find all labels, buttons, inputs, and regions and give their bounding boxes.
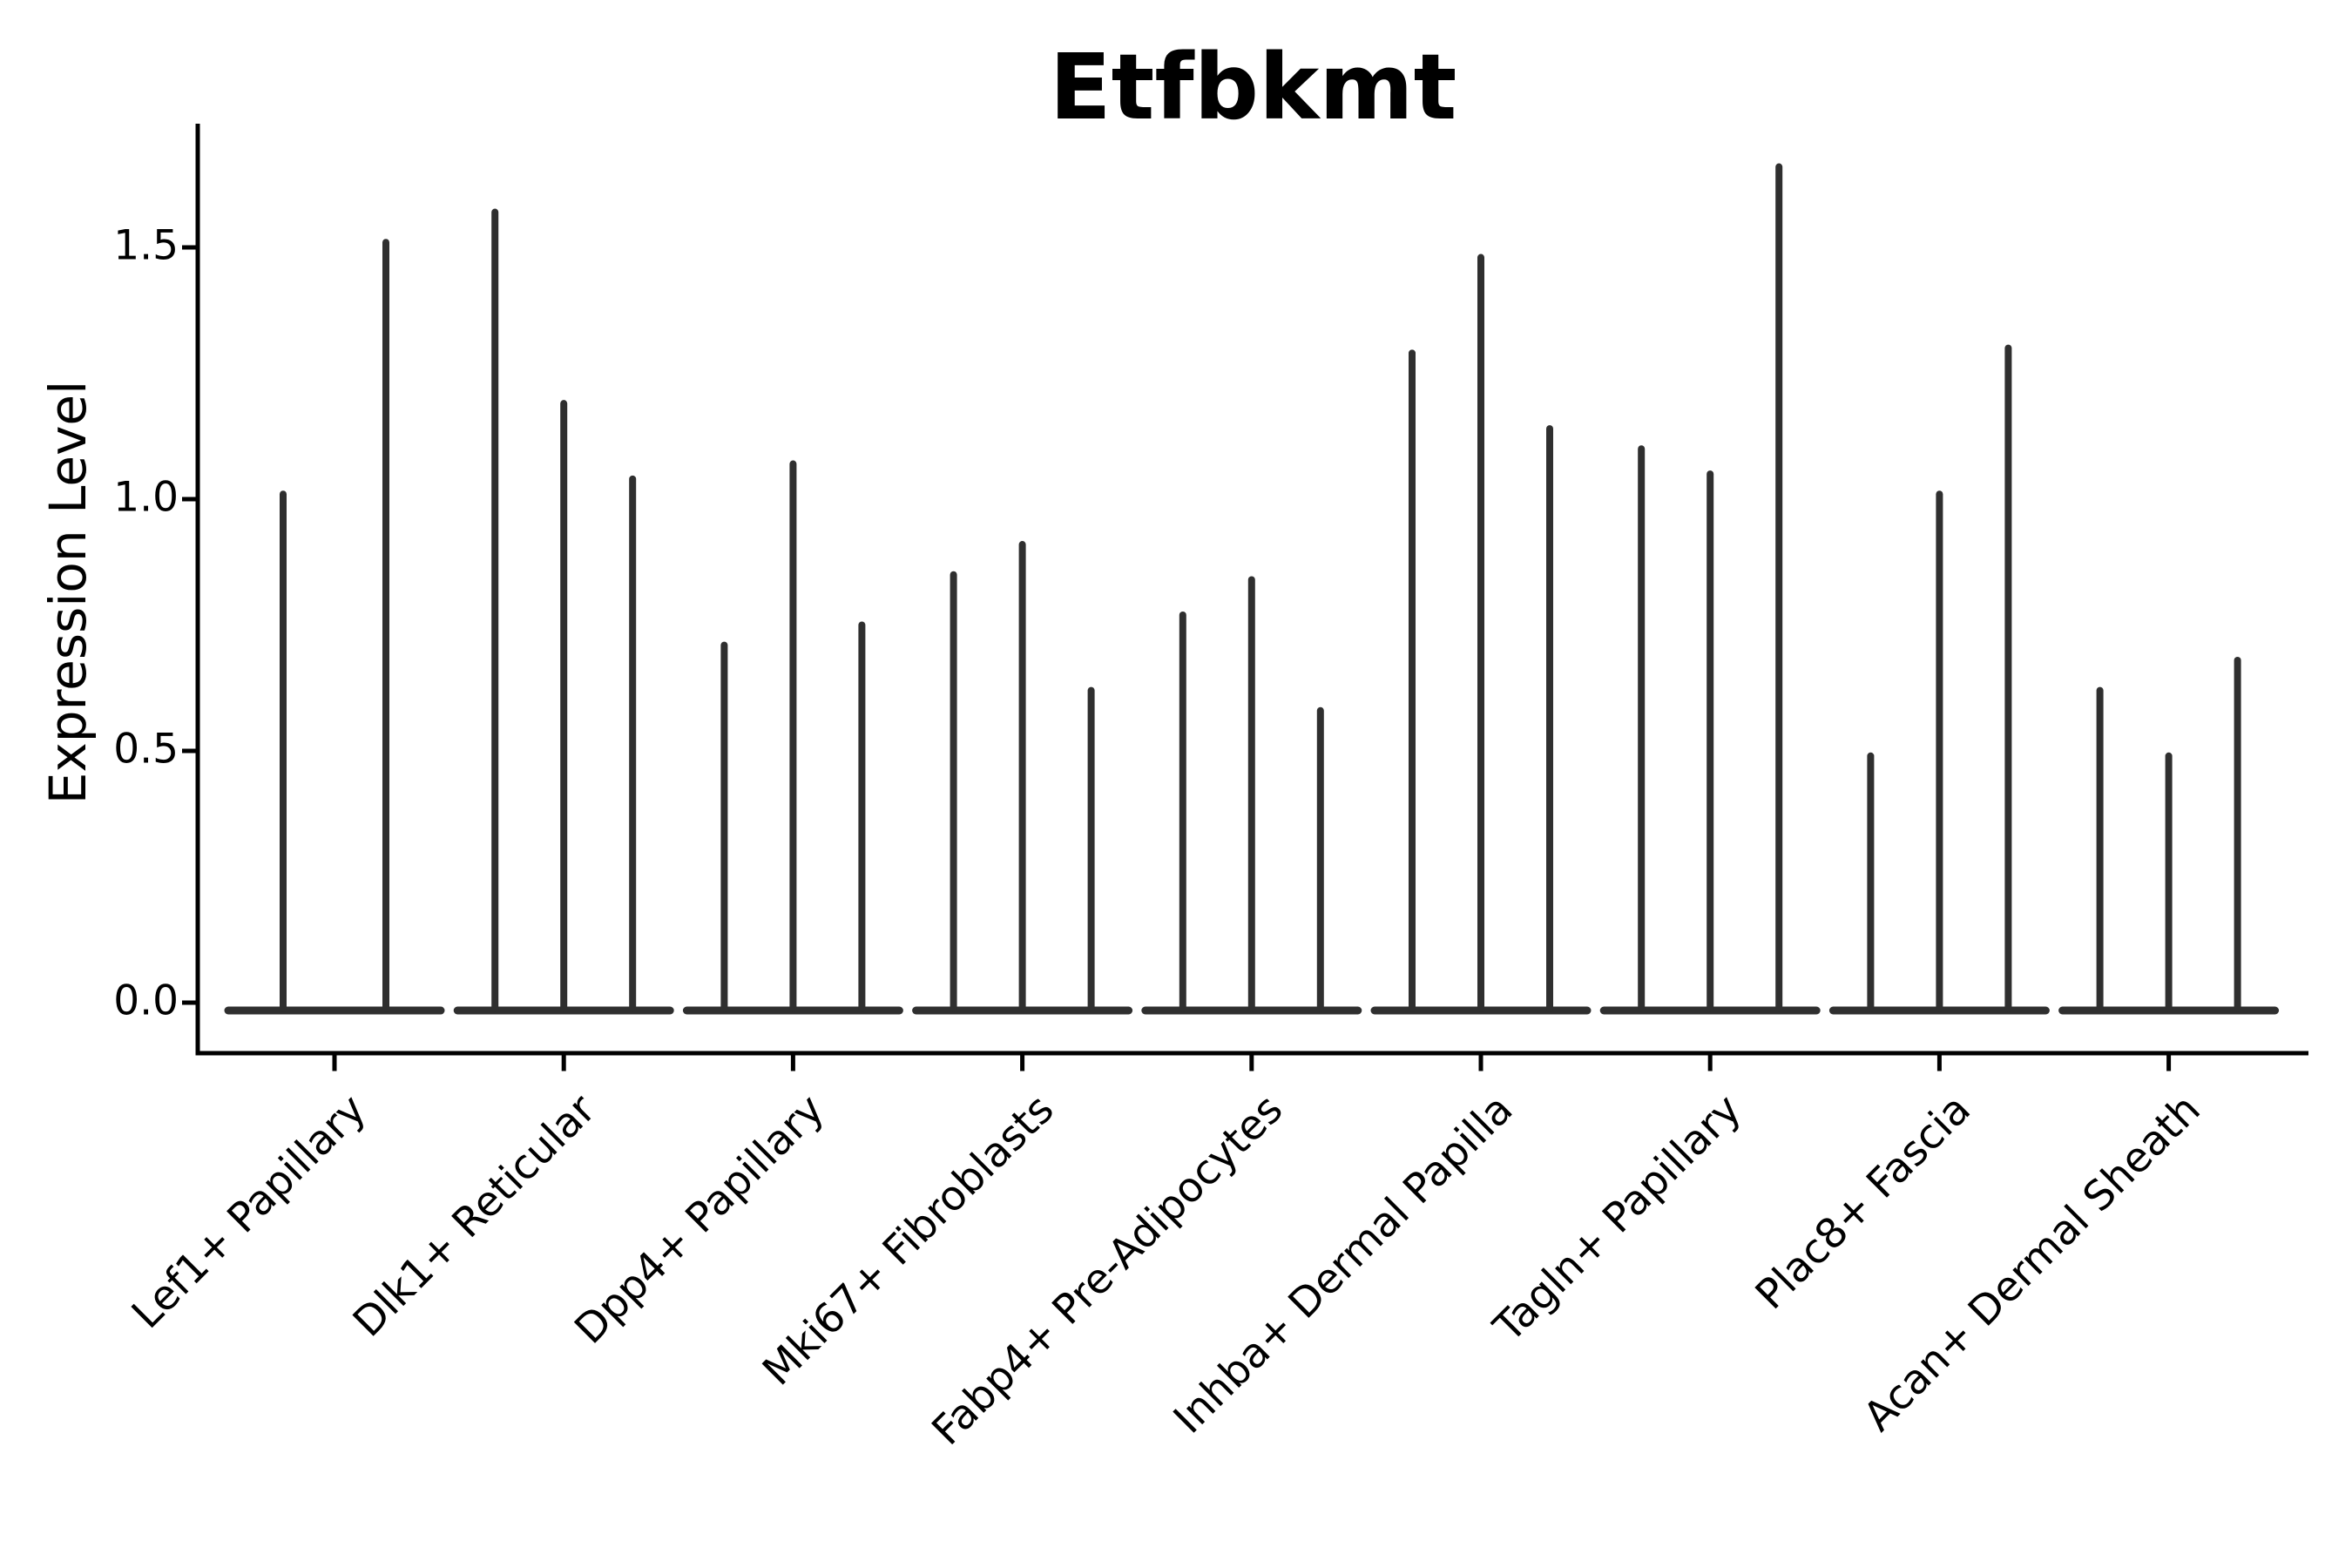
chart-title: Etfbkmt: [1049, 34, 1457, 140]
y-tick-label: 1.0: [113, 473, 179, 522]
y-tick-label: 0.0: [113, 977, 179, 1025]
y-tick-label: 1.5: [113, 221, 179, 270]
y-tick-label: 0.5: [113, 725, 179, 774]
